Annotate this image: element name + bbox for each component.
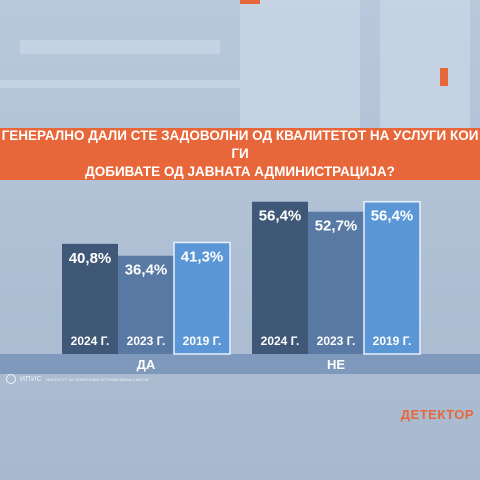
ipis-logo: ИПИС ИНСТИТУТ ЗА ПОЛИТИЧКИ ИСТРАЖУВАЊА С…	[6, 373, 149, 385]
bar-value-label: 56,4%	[371, 208, 414, 225]
bar-value-label: 40,8%	[69, 250, 112, 267]
group-label: НЕ	[327, 357, 345, 372]
detektor-brand: ДЕТЕКТОР	[400, 407, 474, 422]
bar-year-label: 2023 Г.	[317, 334, 356, 348]
ipis-logo-icon	[6, 374, 16, 384]
bar-1-2	[363, 200, 421, 355]
bar-year-label: 2024 Г.	[261, 334, 300, 348]
bar-year-label: 2024 Г.	[71, 334, 110, 348]
chart-title-line1: ГЕНЕРАЛНО ДАЛИ СТЕ ЗАДОВОЛНИ ОД КВАЛИТЕТ…	[1, 128, 479, 161]
bar-value-label: 56,4%	[259, 208, 302, 225]
ipis-logo-sub: ИНСТИТУТ ЗА ПОЛИТИЧКИ ИСТРАЖУВАЊА СКОПЈЕ	[46, 376, 149, 382]
bar-1-0	[252, 201, 308, 354]
bar-year-label: 2019 Г.	[183, 334, 222, 348]
bar-value-label: 52,7%	[315, 218, 358, 235]
bar-year-label: 2023 Г.	[127, 334, 166, 348]
group-label: ДА	[137, 357, 156, 372]
bar-value-label: 41,3%	[181, 248, 224, 265]
bar-0-2	[173, 241, 231, 355]
bar-value-label: 36,4%	[125, 262, 168, 279]
ipis-logo-text: ИПИС	[20, 375, 43, 383]
chart-title-banner: ГЕНЕРАЛНО ДАЛИ СТЕ ЗАДОВОЛНИ ОД КВАЛИТЕТ…	[0, 128, 480, 180]
bar-1-1	[308, 211, 364, 354]
chart-title-line2: ДОБИВАТЕ ОД ЈАВНАТА АДМИНИСТРАЦИЈА?	[85, 164, 395, 179]
group-label-bar	[0, 354, 480, 374]
bar-0-0	[62, 243, 118, 354]
bar-year-label: 2019 Г.	[373, 334, 412, 348]
bar-0-1	[118, 255, 174, 354]
